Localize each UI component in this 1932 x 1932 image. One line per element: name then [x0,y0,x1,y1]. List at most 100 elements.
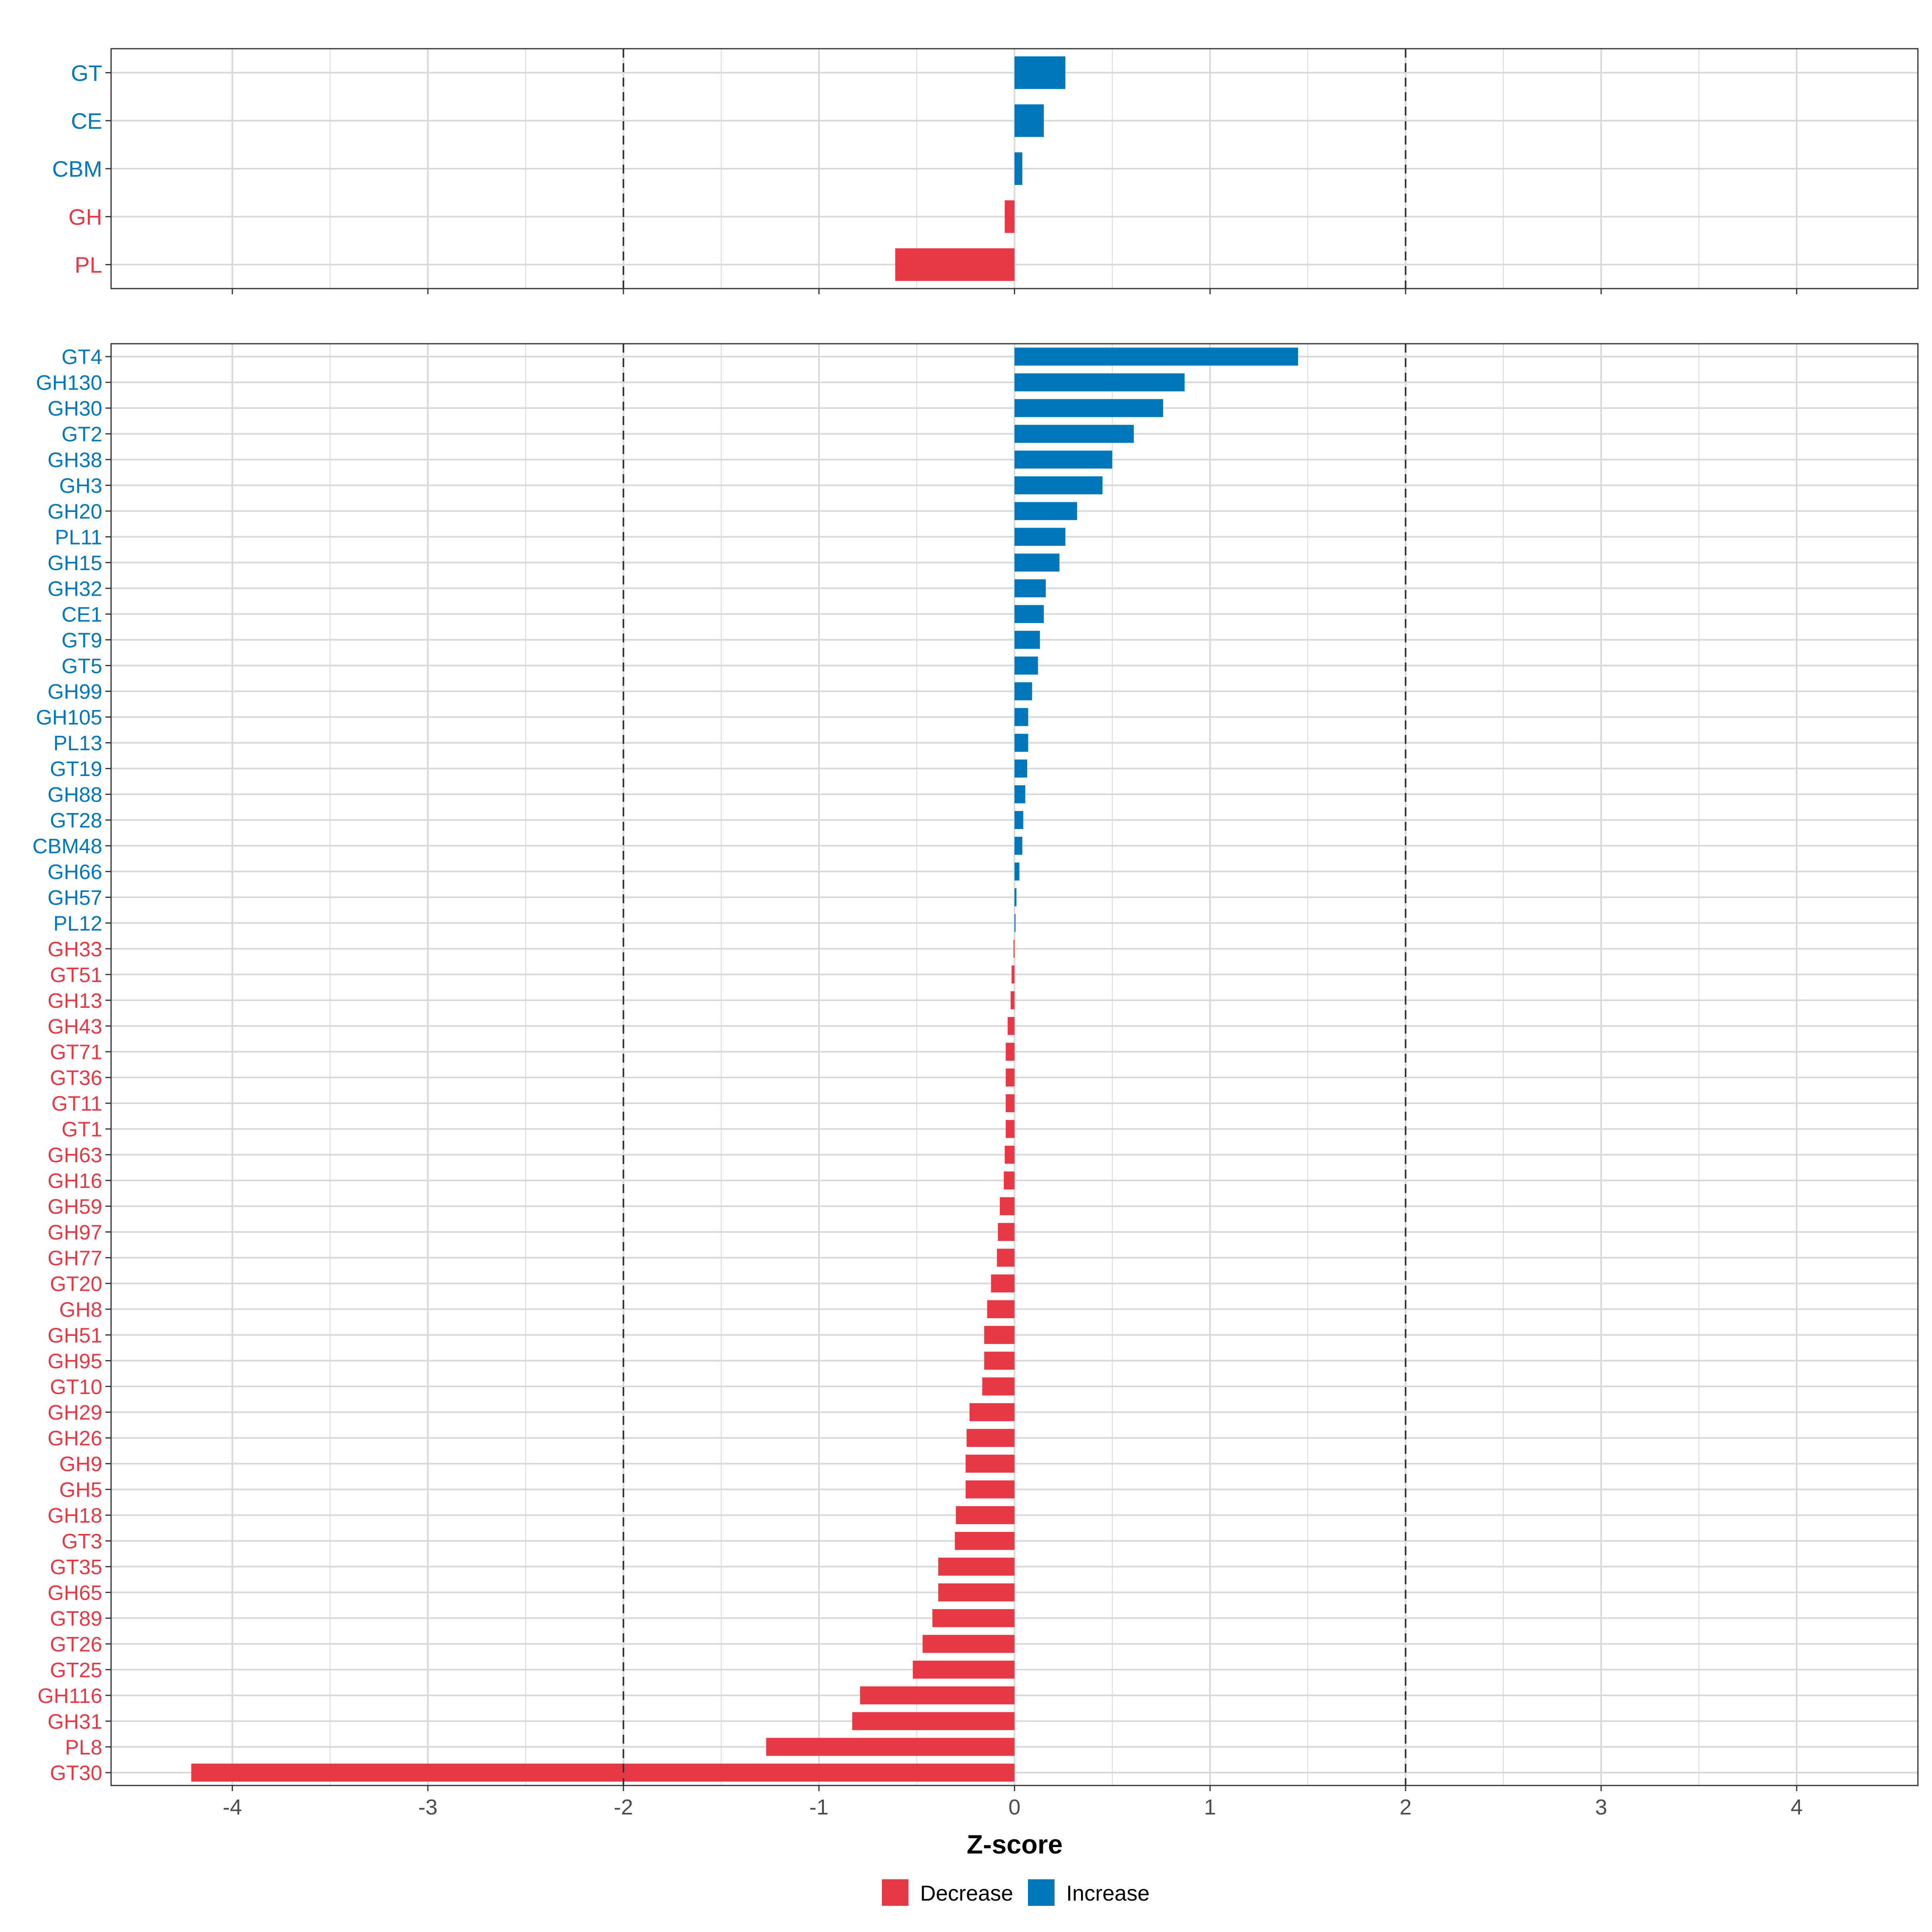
bar-cbm [1014,152,1022,185]
bar-gt51 [1011,965,1015,984]
y-label-gh: GH [68,204,102,229]
y-label-gh8: GH8 [59,1298,102,1321]
bar-pl8 [766,1738,1015,1756]
bar-gt36 [1005,1068,1015,1087]
x-tick-label: -2 [614,1795,633,1819]
y-label-gh5: GH5 [59,1478,102,1502]
bar-pl [895,248,1015,281]
bar-pl11 [1014,528,1065,546]
x-axis: -4 -3 -2 -1 0 1 2 3 4 [223,1795,1803,1819]
bar-gh66 [1014,862,1020,881]
x-tick-label: 2 [1399,1795,1412,1819]
y-label-gt35: GT35 [50,1556,102,1579]
bar-gt20 [991,1274,1015,1293]
y-label-gh32: GH32 [47,577,102,601]
y-label-pl11: PL11 [55,526,102,549]
bar-gt4 [1014,347,1298,366]
y-label-gh65: GH65 [47,1581,102,1605]
bar-gh16 [1003,1171,1015,1190]
y-label-gt20: GT20 [50,1272,102,1296]
bar-cbm48 [1014,836,1022,855]
bar-gh [1005,200,1015,233]
top-panel: GT CE CBM GH PL [52,48,1919,294]
bar-gh33 [1013,939,1015,958]
legend-label-increase: Increase [1066,1881,1150,1905]
y-label-gt25: GT25 [50,1659,102,1682]
bar-gh105 [1014,708,1028,726]
legend-swatch-increase [1028,1879,1055,1906]
legend: Decrease Increase [882,1879,1150,1906]
bar-gt10 [982,1377,1015,1395]
bar-gh51 [984,1326,1015,1344]
bar-gh30 [1014,399,1163,417]
y-label-gh33: GH33 [47,938,102,961]
y-label-gh43: GH43 [47,1015,102,1038]
y-label-gt9: GT9 [62,629,102,652]
y-label-gh31: GH31 [47,1710,102,1734]
y-label-gt26: GT26 [50,1633,102,1656]
y-label-cbm: CBM [52,156,102,182]
bar-gh20 [1014,502,1077,520]
x-tick-label: 0 [1008,1795,1020,1819]
y-label-gh57: GH57 [47,886,102,910]
y-label-gt5: GT5 [62,654,102,678]
bar-gh29 [969,1403,1015,1421]
bar-gh13 [1010,991,1015,1009]
bar-gt35 [938,1557,1015,1576]
y-label-ce: CE [71,108,102,134]
y-label-pl13: PL13 [54,732,102,755]
y-label-gh63: GH63 [47,1144,102,1167]
bar-gt5 [1014,656,1038,675]
bar-gh26 [966,1429,1015,1447]
bar-gh32 [1014,579,1046,598]
y-label-gh15: GH15 [47,551,102,575]
y-label-gt30: GT30 [50,1762,102,1785]
bar-gh3 [1014,476,1103,495]
y-label-gt71: GT71 [50,1041,102,1064]
bar-gt26 [923,1635,1015,1653]
y-label-gh95: GH95 [47,1350,102,1373]
y-label-gh105: GH105 [36,706,102,729]
bar-pl12 [1014,914,1016,932]
legend-label-decrease: Decrease [920,1881,1013,1905]
y-label-gh18: GH18 [47,1504,102,1527]
bar-gh99 [1014,682,1032,700]
bar-gh97 [998,1223,1015,1241]
bar-gt9 [1014,631,1040,649]
bar-gh18 [956,1506,1015,1524]
bar-gt71 [1005,1042,1015,1061]
y-label-gh29: GH29 [47,1401,102,1424]
legend-swatch-decrease [882,1879,908,1906]
y-label-gt2: GT2 [62,423,102,446]
y-label-gh16: GH16 [47,1170,102,1193]
bar-gh59 [1000,1197,1015,1216]
bar-gh63 [1005,1146,1015,1164]
y-label-gt11: GT11 [52,1092,102,1116]
y-label-gh77: GH77 [47,1247,102,1270]
bar-gh57 [1014,888,1017,906]
y-label-gh20: GH20 [47,500,102,523]
y-label-pl8: PL8 [65,1736,102,1759]
y-label-gh97: GH97 [47,1221,102,1244]
bar-gt2 [1014,425,1134,443]
bar-gh5 [966,1480,1015,1499]
x-axis-title: Z-score [967,1829,1063,1859]
bar-gh38 [1014,450,1113,469]
y-label-gt1: GT1 [62,1118,102,1141]
y-label-pl12: PL12 [54,912,102,935]
bar-gh130 [1014,373,1185,392]
y-label-pl: PL [75,252,103,278]
bar-gh31 [852,1712,1015,1730]
bar-gh95 [984,1352,1015,1370]
x-tick-label: -1 [809,1795,829,1819]
y-label-gt19: GT19 [50,758,102,781]
y-label-gh66: GH66 [47,861,102,884]
y-label-gt3: GT3 [62,1530,102,1553]
y-label-gh3: GH3 [59,475,102,498]
bar-gh43 [1007,1017,1015,1035]
bar-gt30 [191,1763,1015,1782]
y-label-gh30: GH30 [47,397,102,421]
y-label-gh130: GH130 [36,372,102,395]
bar-gt89 [932,1609,1015,1627]
